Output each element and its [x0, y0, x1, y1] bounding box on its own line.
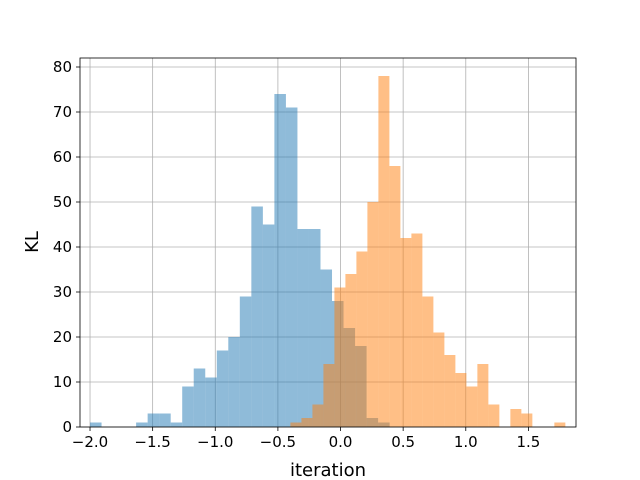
histogram-bar-s0-b20 [320, 269, 333, 427]
y-tick-label-3: 30 [53, 283, 72, 301]
y-tick-label-8: 80 [53, 58, 72, 76]
histogram-bar-s1-b3 [323, 364, 335, 427]
histogram-bar-s1-b1 [301, 418, 313, 427]
histogram-bar-s0-b0 [90, 422, 102, 427]
histogram-bar-s0-b6 [159, 413, 171, 427]
y-tick-label-5: 50 [53, 193, 72, 211]
bars-layer [90, 76, 566, 427]
histogram-bar-s1-b20 [510, 409, 522, 427]
histogram-bar-s1-b0 [290, 422, 302, 427]
histogram-bar-s0-b9 [193, 368, 206, 427]
histogram-bar-s1-b18 [488, 404, 500, 427]
histogram-bar-s1-b17 [477, 364, 489, 427]
x-tick-label-1: −1.5 [134, 433, 170, 451]
histogram-bar-s0-b5 [147, 413, 160, 427]
histogram-bar-s1-b10 [400, 238, 412, 427]
histogram-bar-s0-b15 [262, 224, 275, 427]
y-tick-label-4: 40 [53, 238, 72, 256]
y-axis-title: KL [22, 231, 43, 253]
x-axis-title: iteration [290, 460, 366, 480]
x-tick-label-5: 0.5 [391, 433, 415, 451]
histogram-bar-s0-b11 [216, 350, 229, 427]
histogram-bar-s1-b11 [411, 233, 423, 427]
x-tick-label-2: −1.0 [197, 433, 233, 451]
y-tick-label-7: 70 [53, 103, 72, 121]
histogram-bar-s1-b14 [444, 355, 456, 427]
x-tick-label-4: 0.0 [329, 433, 353, 451]
histogram-bar-s1-b2 [312, 404, 324, 427]
y-tick-label-6: 60 [53, 148, 72, 166]
histogram-bar-s0-b4 [136, 422, 148, 427]
y-tick-label-0: 0 [62, 418, 72, 436]
histogram-bar-s1-b16 [466, 386, 478, 427]
histogram-bar-s1-b7 [367, 202, 379, 427]
histogram-bar-s1-b15 [455, 373, 467, 427]
histogram-bar-s0-b12 [228, 337, 240, 427]
histogram-bar-s1-b6 [356, 251, 368, 427]
histogram-bar-s0-b13 [239, 296, 252, 427]
histogram-bar-s0-b8 [182, 386, 194, 427]
histogram-bar-s0-b16 [274, 94, 286, 427]
histogram-bar-s0-b14 [251, 206, 263, 427]
histogram-bar-s0-b10 [205, 377, 217, 427]
histogram-bar-s1-b4 [334, 287, 346, 427]
histogram-bar-s0-b19 [308, 229, 321, 427]
histogram-bar-s0-b18 [297, 229, 309, 427]
histogram-bar-s1-b24 [554, 422, 566, 427]
ticks-layer: −2.0 −1.5 −1.0 −0.5 0.0 0.5 1.0 1.5 0 10 20 30 40 50 6… [53, 58, 540, 451]
x-tick-label-6: 1.0 [454, 433, 478, 451]
histogram-bar-s1-b5 [345, 274, 357, 427]
histogram-bar-s0-b17 [285, 107, 298, 427]
x-tick-label-0: −2.0 [72, 433, 108, 451]
x-tick-label-3: −0.5 [260, 433, 296, 451]
histogram-bar-s1-b13 [433, 332, 445, 427]
histogram-bar-s0-b7 [170, 422, 183, 427]
y-tick-label-2: 20 [53, 328, 72, 346]
x-tick-label-7: 1.5 [516, 433, 540, 451]
histogram-bar-s1-b12 [422, 296, 434, 427]
histogram-bar-s1-b9 [389, 166, 401, 427]
histogram-bar-s1-b21 [521, 413, 533, 427]
y-tick-label-1: 10 [53, 373, 72, 391]
plot-frame [79, 57, 577, 428]
histogram-bar-s1-b8 [378, 76, 390, 427]
